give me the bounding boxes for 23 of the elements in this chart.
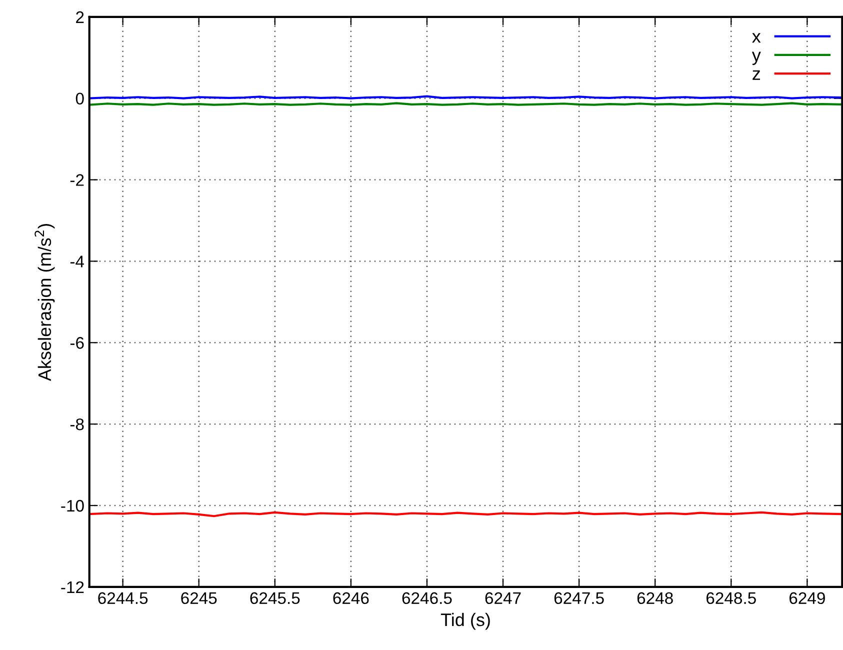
x-tick-label: 6245 bbox=[181, 592, 217, 604]
x-tick-label: 6248 bbox=[637, 592, 673, 604]
legend-label: z bbox=[752, 70, 760, 80]
y-tick-label: -10 bbox=[61, 500, 84, 512]
y-axis-title: Akselerasjon (m/s$^{2}$) bbox=[34, 224, 55, 382]
x-tick-label: 6249 bbox=[789, 592, 825, 604]
legend-label: x bbox=[752, 33, 761, 43]
y-tick-label: -8 bbox=[70, 418, 84, 430]
x-tick-label: 6246 bbox=[333, 592, 369, 604]
y-tick-label: -12 bbox=[61, 581, 84, 593]
y-tick-label: 2 bbox=[76, 11, 84, 23]
x-tick-label: 6247.5 bbox=[554, 592, 604, 604]
x-tick-label: 6247 bbox=[485, 592, 521, 604]
x-tick-label: 6248.5 bbox=[706, 592, 756, 604]
x-tick-label: 6245.5 bbox=[250, 592, 300, 604]
y-tick-label: -6 bbox=[70, 337, 84, 349]
y-tick-label: -4 bbox=[70, 256, 84, 268]
x-tick-label: 6244.5 bbox=[98, 592, 148, 604]
y-tick-label: 0 bbox=[76, 92, 84, 105]
y-tick-label: -2 bbox=[70, 174, 84, 186]
legend-label: y bbox=[752, 52, 761, 66]
x-tick-label: 6246.5 bbox=[402, 592, 452, 604]
x-axis-title: Tid (s) bbox=[440, 612, 490, 630]
